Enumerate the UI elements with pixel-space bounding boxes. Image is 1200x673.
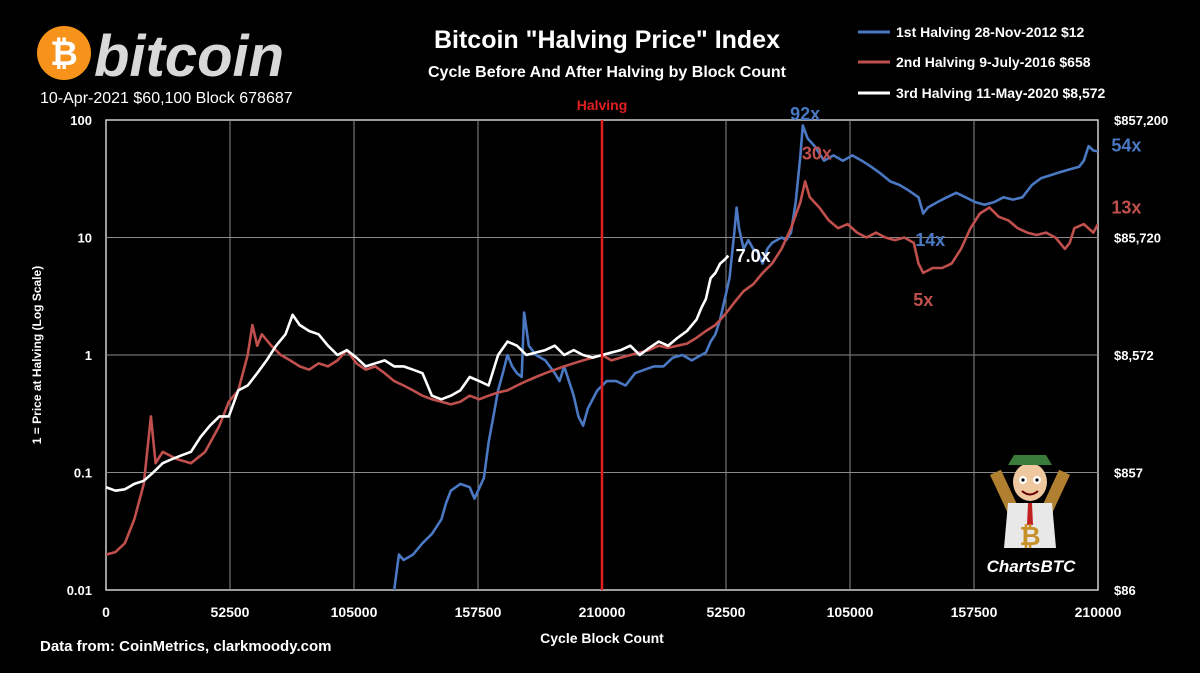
bitcoin-coin-icon (37, 26, 91, 80)
x-tick-label: 157500 (951, 604, 998, 620)
chart-title: Bitcoin "Halving Price" Index (434, 26, 780, 54)
watermark-text: ChartsBTC (987, 557, 1077, 576)
bitcoin-logo: ₿ bitcoin (37, 24, 284, 89)
svg-text:₿: ₿ (1019, 521, 1040, 551)
multiplier-label: 7.0x (736, 246, 771, 266)
bitcoin-symbol: ₿ (50, 35, 78, 73)
x-tick-label: 0 (102, 604, 110, 620)
y2-tick-label: $857 (1114, 466, 1143, 481)
x-tick-label: 52500 (211, 604, 250, 620)
halving-label: Halving (577, 97, 628, 113)
y2-tick-label: $857,200 (1114, 113, 1168, 128)
bitcoin-wordmark: bitcoin (94, 24, 284, 89)
multiplier-label: 13x (1111, 198, 1141, 218)
annotation-layer: 92x 54x 14x 30x 13x 5x 7.0x (736, 104, 1142, 310)
snapshot-subline: 10-Apr-2021 $60,100 Block 678687 (40, 90, 293, 107)
y-tick-label: 10 (78, 231, 92, 246)
series-line-3 (106, 254, 730, 492)
multiplier-label: 5x (913, 290, 933, 310)
y2-tick-label: $85,720 (1114, 231, 1161, 246)
x-tick-label: 210000 (579, 604, 626, 620)
y-axis-label: 1 = Price at Halving (Log Scale) (30, 266, 44, 444)
data-source: Data from: CoinMetrics, clarkmoody.com (40, 638, 331, 655)
y-tick-label: 1 (85, 348, 92, 363)
multiplier-label: 30x (802, 144, 832, 164)
x-tick-label: 210000 (1075, 604, 1122, 620)
x-axis-label: Cycle Block Count (540, 630, 664, 646)
y2-tick-label: $86 (1114, 583, 1136, 598)
series-layer (106, 124, 1098, 590)
x-tick-label: 157500 (455, 604, 502, 620)
legend-label-3rd: 3rd Halving 11-May-2020 $8,572 (896, 85, 1106, 101)
chart-subtitle: Cycle Before And After Halving by Block … (428, 64, 787, 81)
y-tick-label: 0.1 (74, 466, 92, 481)
halving-layer: Halving (577, 97, 628, 590)
x-tick-label: 105000 (827, 604, 874, 620)
legend: 1st Halving 28-Nov-2012 $12 2nd Halving … (858, 24, 1106, 101)
multiplier-label: 54x (1111, 135, 1141, 155)
x-tick-label: 105000 (331, 604, 378, 620)
plot-area: Halving 92x 54x 14x 30x 13x 5x 7.0x (105, 97, 1142, 591)
multiplier-label: 92x (790, 104, 820, 124)
x-axis-ticks: 0 52500 105000 157500 210000 52500 105000 15750… (102, 604, 1121, 620)
y-tick-label: 100 (70, 113, 92, 128)
series-line-2 (106, 180, 1098, 556)
mascot-icon: ₿ (989, 455, 1071, 551)
series-line-1 (392, 124, 1098, 590)
legend-label-1st: 1st Halving 28-Nov-2012 $12 (896, 24, 1085, 40)
y2-axis-ticks: $86 $857 $8,572 $85,720 $857,200 (1114, 113, 1168, 598)
multiplier-label: 14x (915, 230, 945, 250)
chartsbtc-watermark: ₿ ChartsBTC (987, 455, 1077, 576)
y-axis-ticks: 0.01 0.1 1 10 100 (67, 113, 92, 598)
y-tick-label: 0.01 (67, 583, 92, 598)
legend-label-2nd: 2nd Halving 9-July-2016 $658 (896, 54, 1091, 70)
x-tick-label: 52500 (707, 604, 746, 620)
y2-tick-label: $8,572 (1114, 348, 1154, 363)
